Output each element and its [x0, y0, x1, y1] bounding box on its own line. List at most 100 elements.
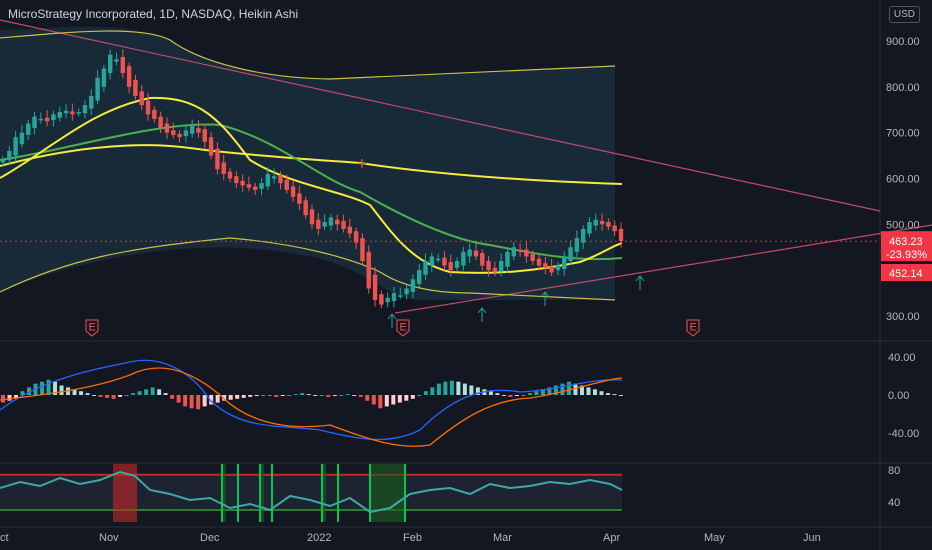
- candle: [196, 128, 201, 133]
- time-tick: Mar: [493, 532, 512, 544]
- rsi-band: [0, 474, 622, 510]
- chart-title: MicroStrategy Incorporated, 1D, NASDAQ, …: [8, 7, 299, 21]
- macd-histogram-bar: [384, 395, 389, 407]
- rsi-oversold-zone: [370, 464, 405, 522]
- macd-histogram-bar: [430, 387, 435, 395]
- candle: [498, 261, 504, 272]
- change-label: -23.93%: [886, 249, 927, 261]
- macd-histogram-bar: [404, 395, 409, 401]
- macd-histogram-bar: [319, 395, 324, 396]
- candle: [606, 222, 611, 227]
- buy-arrow-icon: [477, 307, 487, 322]
- candle: [183, 130, 189, 137]
- candle: [32, 116, 37, 129]
- candle: [410, 279, 416, 292]
- candle: [385, 297, 390, 303]
- channel-fill: [0, 26, 615, 300]
- candle: [442, 257, 447, 266]
- candle: [543, 263, 548, 268]
- candle: [448, 262, 453, 271]
- price-tick: 300.00: [886, 311, 920, 323]
- candle: [492, 267, 498, 273]
- candle: [341, 220, 346, 229]
- candle: [26, 123, 31, 135]
- candle: [189, 125, 195, 134]
- candle: [202, 129, 207, 142]
- candle: [423, 261, 428, 275]
- macd-histogram-bar: [287, 395, 292, 396]
- macd-histogram-bar: [46, 379, 51, 395]
- candle: [114, 59, 119, 62]
- macd-histogram-bar: [157, 389, 162, 395]
- candle: [265, 173, 271, 187]
- candle: [467, 249, 472, 257]
- macd-histogram-bar: [144, 389, 149, 395]
- macd-histogram-bar: [365, 395, 370, 401]
- rsi-tick: 40: [888, 497, 900, 509]
- candle: [259, 183, 264, 189]
- candle: [19, 132, 25, 145]
- candle: [13, 137, 18, 156]
- currency-button[interactable]: USD: [888, 6, 920, 23]
- time-tick: 2022: [307, 532, 331, 544]
- candle: [139, 91, 144, 106]
- price-tick: 600.00: [886, 174, 920, 186]
- ma-short: [0, 96, 623, 274]
- candle: [461, 251, 466, 266]
- candle: [82, 105, 88, 114]
- time-tick: May: [704, 532, 725, 544]
- price-tick: 500.00: [886, 219, 920, 231]
- candle: [574, 238, 580, 252]
- candle: [618, 228, 624, 242]
- macd-histogram-bar: [40, 381, 45, 395]
- signal-line: [0, 367, 623, 447]
- macd-histogram-bar: [462, 383, 467, 395]
- candle: [171, 130, 176, 135]
- candle: [530, 254, 535, 261]
- last-price-badge: [881, 231, 932, 262]
- candle: [593, 219, 598, 226]
- macd-histogram-bar: [417, 395, 422, 396]
- candle: [303, 200, 308, 216]
- candle: [108, 54, 113, 74]
- candle: [126, 66, 132, 87]
- candle: [101, 68, 107, 87]
- macd-histogram-bar: [267, 395, 272, 396]
- last-price-label: 463.23: [889, 236, 923, 248]
- macd-histogram-bar: [105, 395, 110, 398]
- candle: [7, 151, 12, 161]
- candle: [177, 133, 182, 138]
- macd-histogram-bar: [59, 385, 64, 395]
- candle: [215, 148, 220, 170]
- candle: [0, 160, 6, 163]
- macd-histogram-bar: [111, 395, 116, 399]
- candle: [612, 225, 617, 232]
- macd-line: [0, 359, 623, 441]
- macd-histogram-bar: [332, 395, 337, 396]
- candle: [366, 251, 371, 289]
- macd-histogram-bar: [72, 389, 77, 395]
- macd-histogram-bar: [196, 395, 201, 410]
- macd-histogram-bar: [7, 395, 12, 401]
- buy-arrow-icon: [540, 291, 550, 306]
- rsi-oversold-zone: [322, 464, 326, 522]
- macd-histogram-bar: [280, 395, 285, 396]
- candle: [322, 222, 327, 227]
- time-tick: ct: [0, 532, 9, 544]
- ma-long: [0, 144, 623, 185]
- macd-histogram-bar: [118, 395, 123, 397]
- macd-histogram-bar: [547, 387, 552, 395]
- macd-histogram-bar: [410, 395, 415, 399]
- macd-histogram-bar: [170, 395, 175, 399]
- macd-histogram-bar: [85, 393, 90, 395]
- macd-histogram-bar: [423, 391, 428, 395]
- macd-histogram-bar: [527, 393, 532, 395]
- candle: [70, 111, 75, 115]
- macd-histogram-bar: [228, 395, 233, 400]
- price-tick: 800.00: [886, 82, 920, 94]
- candle: [309, 209, 315, 225]
- macd-histogram-bar: [371, 395, 376, 405]
- candle: [284, 179, 289, 190]
- candle: [44, 117, 50, 122]
